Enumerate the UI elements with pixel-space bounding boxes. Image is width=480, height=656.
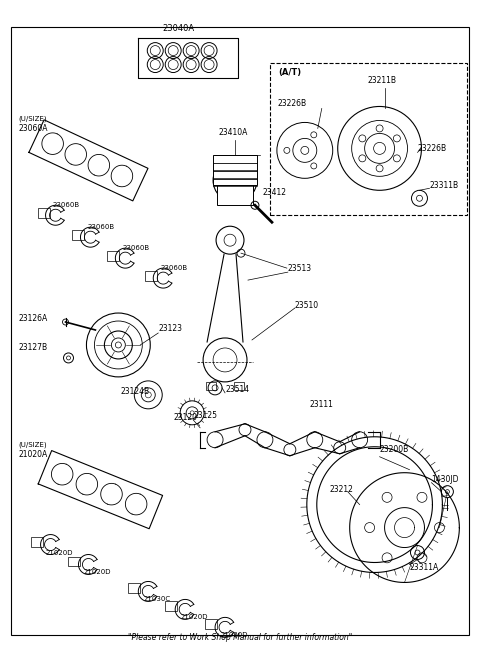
Text: 23060B: 23060B <box>160 265 187 271</box>
Text: 23311A: 23311A <box>409 563 439 572</box>
Text: "Please refer to Work Shop Manual for further information": "Please refer to Work Shop Manual for fu… <box>128 633 352 642</box>
Text: 1430JD: 1430JD <box>432 475 459 484</box>
Bar <box>69 556 81 567</box>
Bar <box>128 583 140 594</box>
Bar <box>205 619 217 629</box>
Bar <box>37 208 49 218</box>
Text: 21020D: 21020D <box>46 550 73 556</box>
Bar <box>213 155 257 185</box>
Text: 23211B: 23211B <box>368 76 396 85</box>
Text: 23126A: 23126A <box>19 314 48 323</box>
Bar <box>31 537 43 546</box>
Text: 21030C: 21030C <box>144 596 170 602</box>
Text: 23125: 23125 <box>193 411 217 420</box>
Bar <box>270 62 468 215</box>
Bar <box>145 271 157 281</box>
Text: 23060B: 23060B <box>122 245 149 251</box>
Bar <box>165 602 177 611</box>
Text: 23060A: 23060A <box>19 124 48 133</box>
Text: 23212: 23212 <box>330 485 354 494</box>
Text: 23060B: 23060B <box>87 224 115 230</box>
Text: 23226B: 23226B <box>418 144 446 153</box>
Text: 21020D: 21020D <box>180 615 208 621</box>
Text: (U/SIZE): (U/SIZE) <box>19 441 47 448</box>
Text: 23410A: 23410A <box>218 128 247 137</box>
Bar <box>72 230 84 240</box>
Text: 21020A: 21020A <box>19 450 48 459</box>
Text: 21020D: 21020D <box>220 632 248 638</box>
Text: 23412: 23412 <box>263 188 287 197</box>
Text: 23513: 23513 <box>288 264 312 273</box>
Bar <box>234 382 244 390</box>
Bar <box>217 185 253 205</box>
Text: 23124B: 23124B <box>120 387 149 396</box>
Text: 23226B: 23226B <box>278 99 307 108</box>
Text: 23040A: 23040A <box>162 24 194 33</box>
Text: 21020D: 21020D <box>84 569 111 575</box>
Bar <box>108 251 120 261</box>
Text: (A/T): (A/T) <box>278 68 301 77</box>
Text: 23514: 23514 <box>225 385 249 394</box>
Text: 23311B: 23311B <box>430 181 458 190</box>
Text: 23127B: 23127B <box>19 344 48 352</box>
Bar <box>206 382 216 390</box>
Text: 23200B: 23200B <box>380 445 409 454</box>
Text: 23123: 23123 <box>158 323 182 333</box>
Text: 23510: 23510 <box>295 300 319 310</box>
Text: 23111: 23111 <box>310 400 334 409</box>
Text: (U/SIZE): (U/SIZE) <box>19 115 47 122</box>
Text: 23120: 23120 <box>173 413 197 422</box>
Text: 23060B: 23060B <box>52 202 80 208</box>
